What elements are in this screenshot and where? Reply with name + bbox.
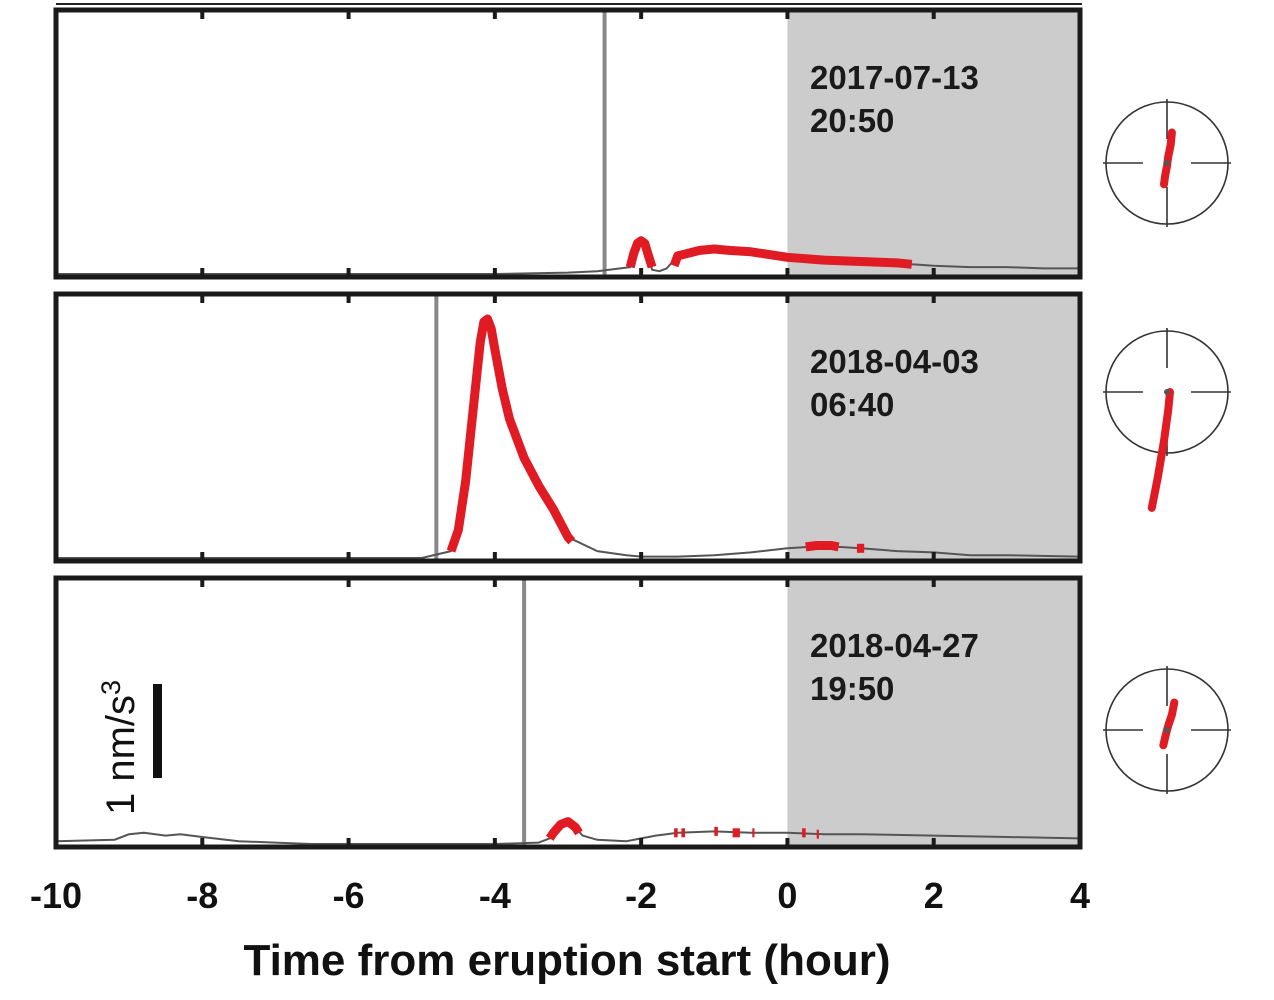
panel-time: 06:40 bbox=[810, 386, 894, 423]
x-tick-label--4: -4 bbox=[479, 875, 511, 916]
x-tick-label-0: 0 bbox=[777, 875, 797, 916]
panel-date: 2017-07-13 bbox=[810, 59, 979, 96]
particle-motion-origin bbox=[1164, 160, 1170, 166]
x-axis-title: Time from eruption start (hour) bbox=[244, 936, 891, 985]
panel-3: 2018-04-27 19:50 bbox=[53, 575, 1083, 850]
panel-date-label: 2018-04-27 19:50 bbox=[810, 627, 979, 707]
scale-bar-label-text: 1 nm/s bbox=[99, 695, 143, 815]
x-tick-label--6: -6 bbox=[333, 875, 365, 916]
scale-bar-label-superscript: 3 bbox=[96, 680, 126, 695]
highlight-segment-1 bbox=[625, 236, 657, 269]
particle-motion-path bbox=[1159, 698, 1179, 750]
post-eruption-shade bbox=[787, 294, 1080, 561]
x-tick-label--2: -2 bbox=[625, 875, 657, 916]
highlight-segment-2 bbox=[805, 541, 840, 552]
x-tick-label--10: -10 bbox=[30, 875, 82, 916]
panel-time: 20:50 bbox=[810, 102, 894, 139]
scale-bar-label: 1 nm/s3 bbox=[96, 680, 143, 815]
scale-bar: 1 nm/s3 bbox=[96, 680, 162, 815]
x-tick-labels: -10 -8 -6 -4 -2 0 2 4 bbox=[30, 875, 1090, 916]
particle-motion-origin bbox=[1164, 389, 1170, 395]
panel-frame bbox=[53, 7, 1083, 280]
x-tick-label-2: 2 bbox=[924, 875, 944, 916]
post-eruption-shade bbox=[787, 10, 1080, 277]
panel-frame bbox=[53, 575, 1083, 850]
particle-motion-plot-1 bbox=[1103, 99, 1231, 227]
panel-time: 19:50 bbox=[810, 670, 894, 707]
panel-date-label: 2018-04-03 06:40 bbox=[810, 343, 979, 423]
scale-bar-line bbox=[153, 684, 162, 778]
panel-frame bbox=[53, 291, 1083, 564]
panel-date: 2018-04-27 bbox=[810, 627, 979, 664]
panel-date: 2018-04-03 bbox=[810, 343, 979, 380]
particle-motion-path bbox=[1147, 388, 1174, 512]
x-tick-label-4: 4 bbox=[1070, 875, 1090, 916]
panel-1: 2017-07-13 20:50 bbox=[53, 7, 1083, 280]
panels-layer: 2017-07-13 20:50 2018-04-03 06:40 2018-04-27… bbox=[53, 7, 1231, 850]
post-eruption-shade bbox=[787, 578, 1080, 847]
highlight-segment-1 bbox=[545, 817, 583, 841]
panel-2: 2018-04-03 06:40 bbox=[53, 291, 1083, 564]
particle-motion-plot-2 bbox=[1103, 328, 1231, 512]
particle-motion-origin bbox=[1164, 727, 1170, 733]
panel-date-label: 2017-07-13 20:50 bbox=[810, 59, 979, 139]
particle-motion-plot-3 bbox=[1103, 666, 1231, 794]
x-tick-label--8: -8 bbox=[186, 875, 218, 916]
highlight-segment-1 bbox=[446, 314, 576, 553]
highlight-segment-2 bbox=[669, 244, 913, 269]
